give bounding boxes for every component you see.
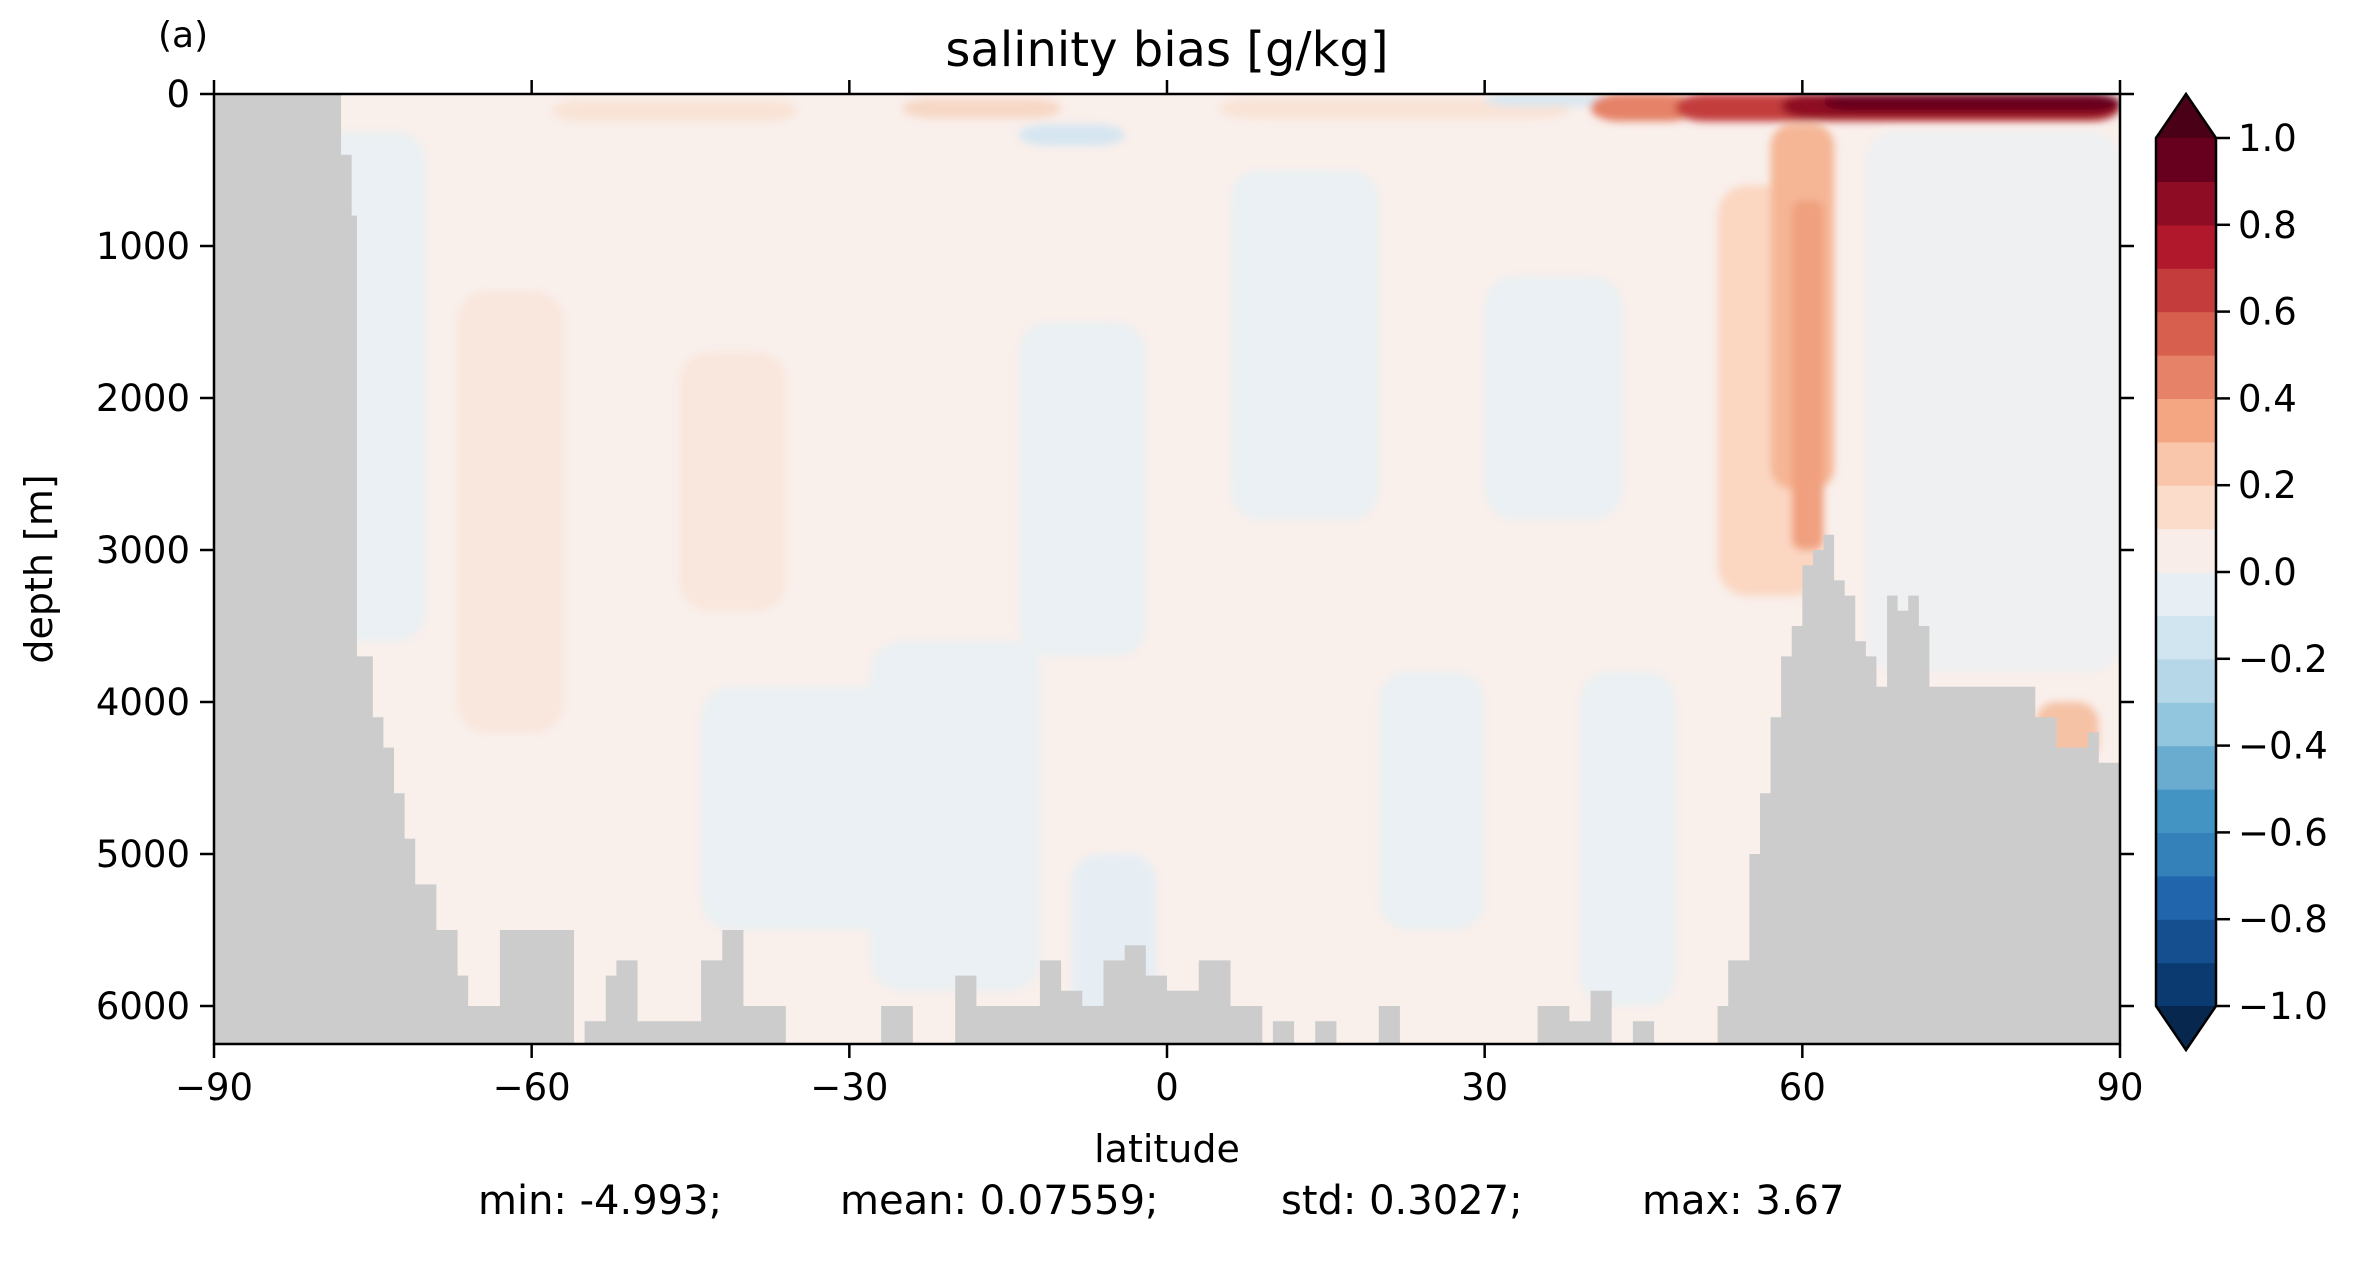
stats-bar: min: -4.993; mean: 0.07559; std: 0.3027;… <box>0 1178 2362 1238</box>
colorbar-band <box>2156 181 2216 226</box>
bias-patch <box>1219 98 1570 119</box>
bias-patch <box>457 291 564 733</box>
colorbar-tick-label: 0.2 <box>2238 464 2297 507</box>
x-tick-label: 0 <box>1155 1066 1179 1109</box>
colorbar-band <box>2156 919 2216 964</box>
bias-field <box>319 94 2120 1044</box>
bias-patch <box>679 352 786 611</box>
colorbar-band <box>2156 615 2216 660</box>
y-axis-label: depth [m] <box>17 474 61 663</box>
colorbar-tick-label: −1.0 <box>2238 985 2328 1028</box>
colorbar-band <box>2156 702 2216 747</box>
bias-patch <box>1378 671 1485 930</box>
colorbar-band <box>2156 875 2216 920</box>
colorbar-band <box>2156 355 2216 399</box>
y-axis: 0 1000 2000 3000 4000 5000 6000 <box>96 73 2134 1028</box>
x-axis-label: latitude <box>1094 1127 1240 1171</box>
colorbar-over-arrow <box>2156 94 2216 138</box>
colorbar-band <box>2156 745 2216 790</box>
bias-patch <box>1823 94 2120 111</box>
colorbar-band <box>2156 224 2216 269</box>
colorbar-band <box>2156 268 2216 313</box>
x-tick-label: 90 <box>2096 1066 2143 1109</box>
colorbar-tick-label: 0.4 <box>2238 377 2297 420</box>
y-tick-label: 0 <box>166 73 190 116</box>
x-tick-label: 60 <box>1779 1066 1826 1109</box>
y-tick-label: 5000 <box>96 833 190 876</box>
bias-patch <box>1484 94 1623 107</box>
colorbar-tick-label: 0.6 <box>2238 291 2297 334</box>
x-axis: −90 −60 −30 0 30 60 90 <box>175 80 2144 1109</box>
stat-max: max: 3.67 <box>1642 1178 1845 1224</box>
bias-patch <box>1484 276 1623 520</box>
y-tick-label: 4000 <box>96 681 190 724</box>
chart-title: salinity bias [g/kg] <box>945 22 1388 78</box>
bathymetry-mask <box>214 94 2120 1044</box>
bias-patch <box>1865 132 2120 672</box>
stat-std: std: 0.3027; <box>1281 1178 1523 1224</box>
bias-patch <box>1579 671 1676 1006</box>
colorbar-band <box>2156 572 2216 616</box>
colorbar-band <box>2156 528 2216 573</box>
panel-label: (a) <box>158 15 208 56</box>
colorbar-band <box>2156 485 2216 530</box>
x-tick-label: 30 <box>1461 1066 1508 1109</box>
colorbar-tick-label: −0.8 <box>2238 898 2328 941</box>
colorbar-band <box>2156 441 2216 486</box>
colorbar-band <box>2156 789 2216 833</box>
colorbar-band <box>2156 311 2216 356</box>
bias-patch <box>552 100 797 122</box>
bias-patch <box>1018 124 1125 146</box>
y-tick-label: 6000 <box>96 985 190 1028</box>
x-tick-label: −60 <box>493 1066 571 1109</box>
bias-patch <box>1791 200 1824 550</box>
bias-patch <box>1590 94 1697 122</box>
x-tick-label: −30 <box>810 1066 888 1109</box>
colorbar-band <box>2156 962 2216 1007</box>
colorbar-tick-label: 0.8 <box>2238 204 2297 247</box>
colorbar-tick-label: −0.4 <box>2238 725 2328 768</box>
colorbar-band <box>2156 832 2216 877</box>
bias-patch <box>1230 170 1379 520</box>
colorbar-band <box>2156 658 2216 703</box>
y-tick-label: 2000 <box>96 377 190 420</box>
stat-min: min: -4.993; <box>478 1178 723 1224</box>
x-tick-label: −90 <box>175 1066 253 1109</box>
y-tick-label: 1000 <box>96 225 190 268</box>
colorbar-band <box>2156 398 2216 443</box>
colorbar-tick-label: 0.0 <box>2238 551 2297 594</box>
colorbar-band <box>2156 138 2216 182</box>
colorbar-tick-label: 1.0 <box>2238 117 2297 160</box>
y-tick-label: 3000 <box>96 529 190 572</box>
bias-patch <box>870 641 1040 991</box>
bias-patch <box>1018 322 1146 657</box>
colorbar: 1.0 0.8 0.6 0.4 0.2 0.0 −0.2 −0.4 −0.6 −0.8 −1.0 <box>2154 91 2328 1053</box>
bias-patch <box>902 98 1062 119</box>
colorbar-under-arrow <box>2156 1006 2216 1050</box>
plot-area: −90 −60 −30 0 30 60 90 0 1000 2000 3000 4000 5000 60… <box>96 73 2144 1109</box>
colorbar-tick-label: −0.2 <box>2238 638 2328 681</box>
stat-mean: mean: 0.07559; <box>840 1178 1159 1224</box>
colorbar-tick-label: −0.6 <box>2238 811 2328 854</box>
